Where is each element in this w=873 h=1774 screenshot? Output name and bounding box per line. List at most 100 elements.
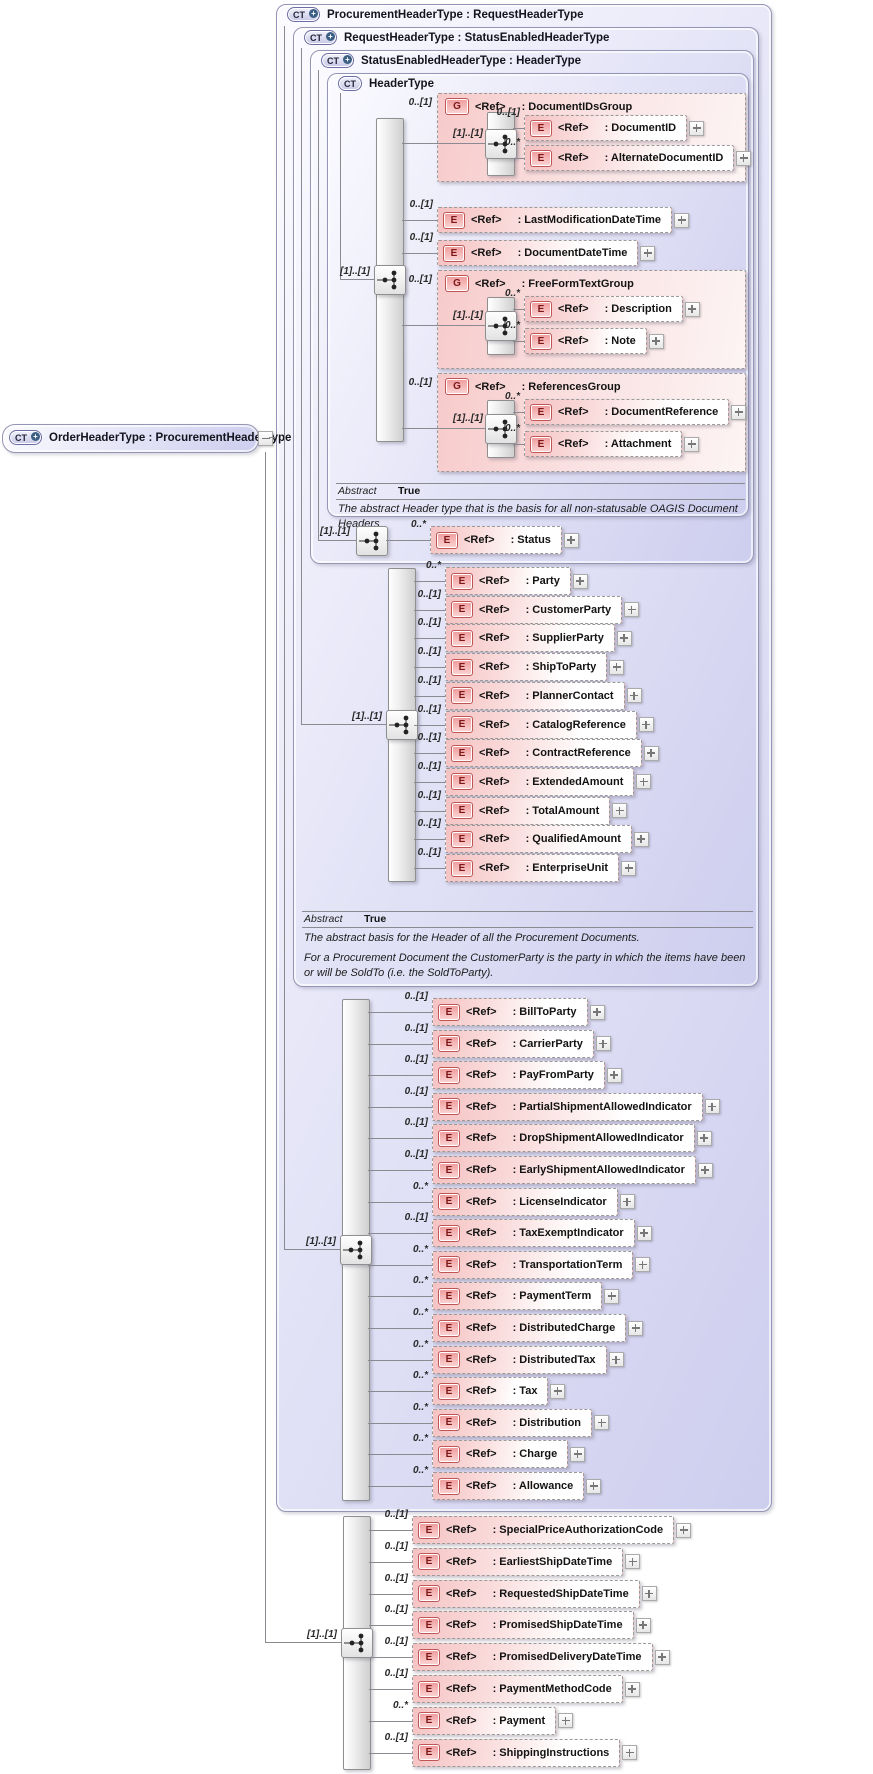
element-box-catalogreference[interactable]: E <Ref>: CatalogReference bbox=[445, 710, 637, 739]
expand-plus-icon[interactable] bbox=[595, 1036, 611, 1052]
element-box-paymentmethodcode[interactable]: E <Ref>: PaymentMethodCode bbox=[412, 1675, 623, 1703]
element-box-documentdatetime[interactable]: E <Ref>: DocumentDateTime bbox=[437, 240, 639, 266]
expand-plus-icon[interactable] bbox=[696, 1130, 712, 1146]
expand-plus-icon[interactable] bbox=[589, 1004, 605, 1020]
expand-plus-icon[interactable] bbox=[628, 1320, 644, 1336]
element-box-customerparty[interactable]: E <Ref>: CustomerParty bbox=[445, 595, 623, 624]
expand-plus-icon[interactable] bbox=[689, 120, 705, 136]
expand-plus-icon[interactable] bbox=[635, 1257, 651, 1273]
expand-plus-icon[interactable] bbox=[572, 573, 588, 589]
type-title-statusenabledheadertype[interactable]: CT + StatusEnabledHeaderType : HeaderType bbox=[321, 53, 581, 68]
expand-plus-icon[interactable] bbox=[619, 1194, 635, 1210]
sequence-compositor-icon[interactable] bbox=[340, 1235, 372, 1265]
element-box-note[interactable]: E <Ref>: Note bbox=[524, 328, 647, 354]
element-box-distributedcharge[interactable]: E <Ref>: DistributedCharge bbox=[432, 1314, 627, 1342]
element-box-documentid[interactable]: E <Ref>: DocumentID bbox=[524, 115, 688, 141]
expand-plus-icon[interactable] bbox=[697, 1162, 713, 1178]
element-box-alternatedocumentid[interactable]: E <Ref>: AlternateDocumentID bbox=[524, 145, 735, 171]
expand-plus-icon[interactable] bbox=[643, 745, 659, 761]
element-box-party[interactable]: E <Ref>: Party bbox=[445, 567, 571, 595]
expand-plus-icon[interactable] bbox=[625, 1554, 641, 1570]
expand-plus-icon[interactable] bbox=[648, 333, 664, 349]
element-box-taxexemptindicator[interactable]: E <Ref>: TaxExemptIndicator bbox=[432, 1219, 635, 1248]
expand-plus-icon[interactable] bbox=[638, 717, 654, 732]
element-box-carrierparty[interactable]: E <Ref>: CarrierParty bbox=[432, 1029, 594, 1058]
element-box-promisedshipdatetime[interactable]: E <Ref>: PromisedShipDateTime bbox=[412, 1611, 634, 1640]
element-box-billtoparty[interactable]: E <Ref>: BillToParty bbox=[432, 998, 588, 1026]
element-box-lastmodificationdatetime[interactable]: E <Ref>: LastModificationDateTime bbox=[437, 207, 673, 233]
expand-plus-icon[interactable] bbox=[586, 1478, 602, 1494]
sequence-compositor-icon[interactable] bbox=[356, 526, 388, 556]
expand-plus-icon[interactable] bbox=[674, 212, 690, 228]
element-box-qualifiedamount[interactable]: E <Ref>: QualifiedAmount bbox=[445, 825, 632, 854]
element-box-supplierparty[interactable]: E <Ref>: SupplierParty bbox=[445, 624, 615, 653]
element-box-attachment[interactable]: E <Ref>: Attachment bbox=[524, 431, 683, 457]
expand-plus-icon[interactable] bbox=[616, 630, 632, 646]
element-box-documentreference[interactable]: E <Ref>: DocumentReference bbox=[524, 399, 730, 425]
element-box-specialpriceauthorizationcode[interactable]: E <Ref>: SpecialPriceAuthorizationCode bbox=[412, 1516, 675, 1544]
element-box-extendedamount[interactable]: E <Ref>: ExtendedAmount bbox=[445, 767, 635, 796]
expand-plus-icon[interactable] bbox=[641, 1586, 657, 1602]
element-box-dropshipmentallowedindicator[interactable]: E <Ref>: DropShipmentAllowedIndicator bbox=[432, 1124, 695, 1153]
expand-plus-icon[interactable] bbox=[621, 860, 637, 876]
expand-plus-icon[interactable] bbox=[558, 1713, 574, 1729]
type-title-headertype[interactable]: CT HeaderType bbox=[338, 76, 434, 91]
element-box-earliestshipdatetime[interactable]: E <Ref>: EarliestShipDateTime bbox=[412, 1547, 624, 1576]
expand-plus-icon[interactable] bbox=[636, 774, 652, 790]
root-type-box[interactable] bbox=[2, 424, 259, 453]
expand-plus-icon[interactable] bbox=[736, 150, 752, 166]
element-box-licenseindicator[interactable]: E <Ref>: LicenseIndicator bbox=[432, 1187, 618, 1216]
sequence-compositor-icon[interactable] bbox=[485, 311, 517, 341]
element-box-payment[interactable]: E <Ref>: Payment bbox=[412, 1706, 557, 1735]
expand-plus-icon[interactable] bbox=[624, 602, 640, 618]
expand-plus-icon[interactable] bbox=[731, 404, 747, 420]
sequence-compositor-icon[interactable] bbox=[485, 129, 517, 159]
expand-plus-icon[interactable] bbox=[640, 245, 656, 261]
element-box-charge[interactable]: E <Ref>: Charge bbox=[432, 1440, 569, 1469]
expand-plus-icon[interactable] bbox=[635, 1617, 651, 1633]
expand-plus-icon[interactable] bbox=[704, 1099, 720, 1115]
element-box-plannercontact[interactable]: E <Ref>: PlannerContact bbox=[445, 681, 625, 710]
element-box-paymentterm[interactable]: E <Ref>: PaymentTerm bbox=[432, 1282, 603, 1311]
sequence-compositor-icon[interactable] bbox=[341, 1628, 373, 1658]
expand-plus-icon[interactable] bbox=[608, 1352, 624, 1368]
element-box-requestedshipdatetime[interactable]: E <Ref>: RequestedShipDateTime bbox=[412, 1579, 640, 1608]
element-box-shippinginstructions[interactable]: E <Ref>: ShippingInstructions bbox=[412, 1738, 621, 1767]
element-box-contractreference[interactable]: E <Ref>: ContractReference bbox=[445, 739, 642, 768]
element-box-payfromparty[interactable]: E <Ref>: PayFromParty bbox=[432, 1061, 605, 1090]
element-box-earlyshipmentallowedindicator[interactable]: E <Ref>: EarlyShipmentAllowedIndicator bbox=[432, 1156, 696, 1184]
element-box-tax[interactable]: E <Ref>: Tax bbox=[432, 1377, 549, 1406]
expand-plus-icon[interactable] bbox=[633, 831, 649, 847]
expand-plus-icon[interactable] bbox=[594, 1415, 610, 1431]
root-type-title[interactable]: CT + OrderHeaderType : ProcurementHeaderT… bbox=[9, 430, 291, 445]
element-box-totalamount[interactable]: E <Ref>: TotalAmount bbox=[445, 796, 611, 825]
expand-plus-icon[interactable] bbox=[612, 803, 628, 819]
expand-plus-icon[interactable] bbox=[684, 436, 700, 452]
expand-plus-icon[interactable] bbox=[604, 1288, 620, 1304]
type-title-requestheadertype[interactable]: CT + RequestHeaderType : StatusEnabledHea… bbox=[304, 30, 609, 45]
expand-plus-icon[interactable] bbox=[622, 1745, 638, 1761]
expand-plus-icon[interactable] bbox=[676, 1522, 692, 1538]
element-box-transportationterm[interactable]: E <Ref>: TransportationTerm bbox=[432, 1250, 634, 1279]
element-box-status[interactable]: E <Ref>: Status bbox=[430, 526, 562, 554]
type-title-procurementheadertype[interactable]: CT + ProcurementHeaderType : RequestHeade… bbox=[287, 7, 584, 22]
element-box-promiseddeliverydatetime[interactable]: E <Ref>: PromisedDeliveryDateTime bbox=[412, 1643, 653, 1672]
expand-plus-icon[interactable] bbox=[654, 1649, 670, 1665]
element-box-enterpriseunit[interactable]: E <Ref>: EnterpriseUnit bbox=[445, 854, 620, 882]
sequence-compositor-icon[interactable] bbox=[485, 414, 517, 444]
expand-plus-icon[interactable] bbox=[606, 1067, 622, 1083]
expand-plus-icon[interactable] bbox=[570, 1446, 586, 1462]
element-box-allowance[interactable]: E <Ref>: Allowance bbox=[432, 1472, 585, 1500]
element-box-description[interactable]: E <Ref>: Description bbox=[524, 296, 683, 322]
element-box-partialshipmentallowedindicator[interactable]: E <Ref>: PartialShipmentAllowedIndicator bbox=[432, 1092, 703, 1121]
sequence-compositor-icon[interactable] bbox=[386, 710, 418, 740]
expand-plus-icon[interactable] bbox=[684, 301, 700, 317]
element-box-shiptoparty[interactable]: E <Ref>: ShipToParty bbox=[445, 653, 608, 682]
expand-plus-icon[interactable] bbox=[624, 1681, 640, 1697]
root-collapse-icon[interactable] bbox=[258, 431, 273, 446]
expand-plus-icon[interactable] bbox=[550, 1383, 566, 1399]
expand-plus-icon[interactable] bbox=[563, 532, 579, 548]
element-box-distributedtax[interactable]: E <Ref>: DistributedTax bbox=[432, 1345, 607, 1374]
element-box-distribution[interactable]: E <Ref>: Distribution bbox=[432, 1408, 593, 1437]
sequence-compositor-icon[interactable] bbox=[374, 265, 406, 295]
